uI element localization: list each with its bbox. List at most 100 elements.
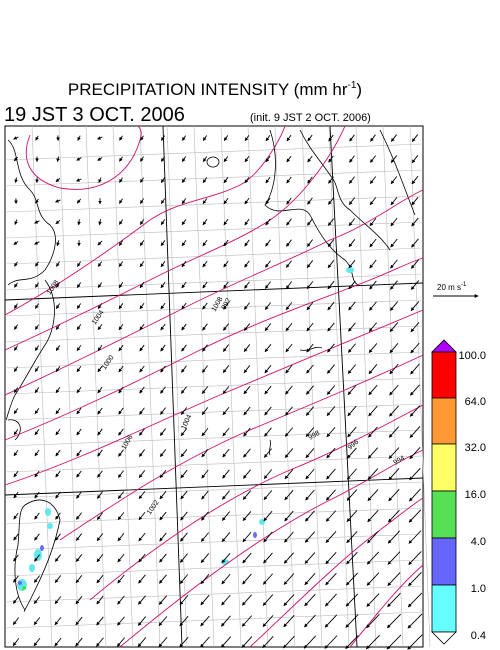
wind-arrow <box>14 261 18 267</box>
wind-arrow <box>34 470 40 478</box>
wind-arrow <box>55 470 61 478</box>
wind-arrow <box>264 302 272 310</box>
wind-arrow <box>244 156 250 163</box>
wind-arrow <box>390 155 398 164</box>
wind-arrow <box>408 509 422 523</box>
wind-arrow <box>160 281 166 289</box>
wind-arrow <box>160 365 166 373</box>
wind-arrow <box>200 594 210 606</box>
wind-arrow <box>181 219 187 226</box>
wind-arrow <box>264 406 272 416</box>
wind-arrow <box>242 531 252 543</box>
wind-arrow <box>369 259 377 269</box>
wind-arrow <box>347 447 357 459</box>
colorbar-over <box>431 339 457 353</box>
colorbar-label: 1.0 <box>471 583 486 595</box>
wind-arrow <box>179 595 189 606</box>
wind-arrow <box>117 595 125 605</box>
wind-arrow <box>388 488 400 502</box>
wind-arrow <box>223 302 229 310</box>
grid-line <box>328 125 350 648</box>
wind-arrow <box>370 155 376 163</box>
wind-arrow <box>76 345 82 352</box>
wind-arrow <box>179 636 189 648</box>
wind-arrow <box>263 531 273 543</box>
wind-arrow <box>34 241 40 245</box>
wind-arrow <box>306 260 314 269</box>
colorbar-label: 4.0 <box>471 536 486 548</box>
major-grid <box>4 125 424 648</box>
wind-arrow <box>283 552 295 564</box>
grid-line <box>58 125 80 648</box>
wind-arrow <box>324 614 338 628</box>
wind-arrow <box>159 449 167 458</box>
wind-arrow <box>55 407 61 415</box>
colorbar-segment <box>431 537 457 586</box>
wind-arrow <box>76 366 82 373</box>
wind-arrow <box>388 426 400 438</box>
wind-arrow <box>408 551 422 565</box>
grid-line <box>85 125 107 648</box>
grid-line <box>355 125 377 648</box>
wind-arrow <box>286 155 292 163</box>
wind-arrow <box>349 134 355 142</box>
wind-arrow <box>244 197 250 205</box>
grid-line <box>4 169 424 187</box>
wind-arrow <box>265 176 271 184</box>
wind-arrow <box>285 343 293 353</box>
wind-arrow <box>138 511 146 521</box>
wind-arrow <box>98 177 102 184</box>
wind-arrow <box>76 282 82 288</box>
wind-arrow <box>306 385 314 395</box>
wind-arrow <box>202 177 208 184</box>
wind-arrow <box>387 551 401 565</box>
wind-arrow <box>54 575 62 584</box>
wind-arrow <box>117 574 125 584</box>
wind-arrow <box>13 575 19 583</box>
wind-arrow <box>200 615 210 627</box>
wind-arrow <box>325 531 337 543</box>
wind-arrow <box>97 240 103 246</box>
wind-arrow <box>328 155 334 163</box>
wind-arrow <box>118 303 124 310</box>
wind-arrow <box>305 510 315 522</box>
wind-arrow <box>222 469 230 479</box>
wind-arrow <box>348 343 356 353</box>
wind-arrow <box>390 176 398 185</box>
wind-arrow <box>391 134 397 142</box>
wind-arrow <box>348 301 356 311</box>
wind-arrow <box>408 571 422 587</box>
wind-arrow <box>369 176 377 184</box>
wind-arrow <box>117 532 125 542</box>
wind-arrow <box>242 511 252 522</box>
wind-arrow <box>118 470 124 478</box>
wind-arrow <box>96 554 104 563</box>
wind-arrow <box>202 365 208 373</box>
wind-arrow <box>221 573 231 585</box>
wind-arrow <box>244 135 250 142</box>
wind-arrow <box>182 135 186 141</box>
wind-arrow <box>409 488 421 502</box>
wind-arrow <box>328 197 334 205</box>
wind-arrow <box>304 614 316 628</box>
wind-arrow <box>367 509 379 523</box>
grid-line <box>4 611 424 629</box>
wind-arrow <box>285 302 293 311</box>
wind-arrow <box>13 156 19 162</box>
wind-arrow <box>97 303 103 310</box>
wind-arrow <box>201 448 209 458</box>
wind-arrow <box>13 491 19 499</box>
wind-arrow <box>409 447 421 460</box>
grid-line <box>4 273 424 291</box>
colorbar-label: 16.0 <box>465 489 486 501</box>
wind-arrow <box>75 575 83 584</box>
wind-arrow <box>117 491 125 499</box>
wind-arrow <box>13 596 19 604</box>
wind-arrow <box>56 261 60 267</box>
grid-line <box>139 125 161 648</box>
wind-arrow <box>118 386 124 394</box>
wind-arrow <box>139 365 145 373</box>
wind-arrow <box>139 282 145 289</box>
wind-arrow <box>201 427 209 437</box>
wind-arrow <box>34 408 40 415</box>
